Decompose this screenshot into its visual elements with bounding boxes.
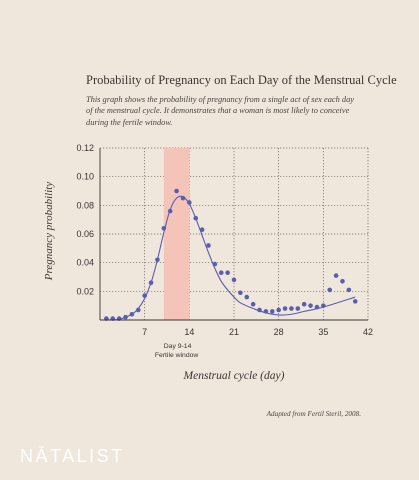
- data-point: [187, 200, 192, 205]
- data-point: [282, 306, 288, 311]
- data-point: [161, 225, 167, 231]
- data-point: [142, 293, 147, 298]
- source-note: Adapted from Fertil Steril, 2008.: [266, 410, 361, 418]
- data-point: [193, 215, 199, 221]
- x-axis-title: Menstrual cycle (day): [183, 370, 285, 382]
- data-point: [135, 307, 141, 313]
- data-point: [295, 306, 301, 311]
- x-tick-label: 35: [318, 327, 328, 337]
- data-point: [308, 303, 313, 308]
- data-point: [289, 306, 294, 311]
- chart-subtitle: This graph shows the probability of preg…: [86, 95, 354, 127]
- data-point: [231, 277, 237, 283]
- data-point: [225, 270, 230, 276]
- x-tick-label: 14: [184, 327, 194, 337]
- data-point: [352, 299, 358, 304]
- data-point: [167, 208, 173, 214]
- y-tick-label: 0.02: [76, 286, 94, 296]
- fitted-curve: [106, 195, 356, 321]
- data-point: [129, 311, 135, 317]
- data-point: [244, 294, 250, 300]
- fertile-window-label-days: Day 9-14: [164, 343, 192, 350]
- data-point: [314, 304, 320, 310]
- y-tick-label: 0.08: [76, 200, 94, 210]
- natalist-logo: NĀTALIST: [20, 446, 125, 466]
- y-axis-title: Pregnancy probability: [43, 182, 55, 282]
- data-point: [123, 314, 128, 320]
- x-tick-label: 42: [363, 327, 373, 337]
- data-point: [276, 307, 281, 313]
- data-point: [199, 227, 205, 232]
- data-point: [327, 287, 333, 293]
- data-point: [346, 287, 352, 293]
- y-tick-label: 0.06: [76, 229, 94, 239]
- y-tick-label: 0.10: [76, 172, 94, 182]
- data-point: [218, 270, 224, 276]
- data-point: [206, 243, 211, 248]
- fertile-window-band: [163, 148, 190, 320]
- data-point: [212, 261, 218, 267]
- x-tick-label: 21: [229, 327, 239, 337]
- data-point: [301, 301, 307, 307]
- points-layer: [104, 188, 358, 321]
- x-tick-label: 7: [142, 327, 147, 337]
- data-point: [155, 257, 160, 263]
- data-point: [238, 290, 243, 296]
- data-point: [250, 301, 256, 307]
- data-point: [257, 307, 262, 313]
- x-tick-label: 28: [274, 327, 284, 337]
- data-point: [321, 303, 326, 308]
- highlight-layer: [163, 148, 190, 320]
- y-tick-label: 0.04: [76, 258, 94, 268]
- chart-title: Probability of Pregnancy on Each Day of …: [86, 73, 397, 87]
- data-point: [340, 279, 345, 284]
- data-point: [180, 195, 186, 201]
- data-point: [148, 280, 154, 286]
- curve-layer: [106, 195, 356, 321]
- fertile-window-label-text: Fertile window: [155, 352, 199, 359]
- data-point: [174, 188, 179, 194]
- data-point: [333, 273, 339, 278]
- y-tick-label: 0.12: [76, 143, 94, 153]
- grid-layer: [100, 147, 369, 320]
- data-point: [269, 309, 275, 314]
- data-point: [263, 309, 269, 314]
- axes-layer: 0.02 0.04 0.06 0.08 0.10 0.12 7 14 21 28 35 42 Day 9…: [43, 143, 373, 382]
